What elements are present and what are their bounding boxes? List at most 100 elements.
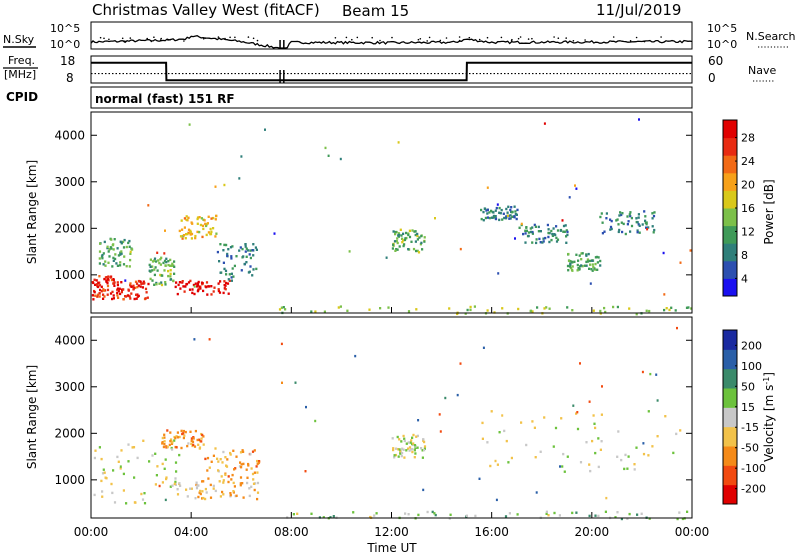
colorbar-swatch: [723, 260, 737, 279]
colorbar-tick-label: 28: [741, 132, 755, 145]
range-gate-cell: [190, 232, 194, 236]
range-gate-cell: [503, 429, 506, 433]
range-gate-cell: [146, 296, 149, 299]
range-gate-cell: [249, 256, 252, 260]
range-gate-cell: [403, 439, 406, 443]
range-gate-cell: [580, 252, 583, 255]
range-gate-cell: [93, 493, 96, 497]
range-gate-cell: [252, 478, 255, 481]
range-gate-cell: [175, 435, 178, 438]
range-gate-cell: [594, 514, 597, 517]
range-gate-cell: [600, 440, 603, 443]
range-gate-cell: [102, 289, 106, 292]
colorbar-swatch: [723, 278, 737, 297]
colorbar-swatch: [723, 137, 737, 156]
range-gate-cell: [459, 362, 462, 365]
range-gate-cell: [636, 513, 639, 516]
range-gate-cell: [195, 481, 198, 484]
range-gate-cell: [587, 252, 590, 256]
range-gate-cell: [228, 273, 231, 276]
range-gate-cell: [127, 460, 130, 463]
range-gate-cell: [125, 295, 128, 298]
range-gate-cell: [153, 273, 156, 277]
nsky-noise-point: [217, 36, 220, 38]
range-gate-cell: [314, 419, 317, 423]
x-tick-label: 00:00: [74, 525, 109, 539]
range-gate-cell: [626, 223, 629, 226]
range-gate-cell: [394, 453, 397, 457]
range-gate-cell: [400, 234, 403, 237]
range-gate-cell: [394, 249, 397, 252]
nsky-noise-point: [256, 39, 259, 42]
range-gate-cell: [474, 514, 477, 518]
range-gate-cell: [98, 292, 101, 295]
range-gate-cell: [245, 247, 248, 250]
range-gate-cell: [339, 305, 342, 308]
range-gate-cell: [196, 216, 200, 219]
range-gate-cell: [179, 235, 183, 238]
range-gate-cell: [656, 399, 659, 402]
range-gate-cell: [494, 459, 497, 463]
range-gate-cell: [635, 217, 638, 220]
range-gate-cell: [635, 313, 638, 316]
range-gate-cell: [242, 255, 245, 258]
range-gate-cell: [419, 243, 422, 246]
range-gate-cell: [407, 447, 410, 450]
range-gate-cell: [153, 283, 156, 286]
range-gate-cell: [565, 241, 568, 244]
range-gate-cell: [616, 455, 619, 458]
range-gate-cell: [147, 282, 150, 286]
range-gate-cell: [137, 284, 140, 287]
range-gate-cell: [480, 208, 483, 212]
range-gate-cell: [198, 216, 201, 219]
range-gate-cell: [618, 214, 621, 217]
range-gate-cell: [176, 493, 180, 496]
range-gate-cell: [409, 441, 412, 444]
range-gate-cell: [423, 236, 426, 239]
range-gate-cell: [174, 461, 178, 464]
range-gate-cell: [106, 288, 110, 292]
range-gate-cell: [178, 482, 181, 485]
range-gate-cell: [612, 305, 615, 309]
nsearch-label: N.Search: [746, 30, 796, 43]
range-gate-cell: [651, 212, 654, 215]
range-gate-cell: [569, 265, 572, 268]
nsky-right-tick-bottom: 10^0: [707, 38, 737, 51]
range-gate-cell: [251, 249, 254, 252]
range-gate-cell: [224, 269, 228, 273]
range-gate-cell: [172, 279, 175, 283]
freq-trace: [91, 61, 692, 82]
range-gate-cell: [486, 186, 489, 189]
range-gate-cell: [106, 245, 109, 248]
range-gate-cell: [415, 249, 418, 253]
range-gate-cell: [530, 230, 533, 234]
range-gate-cell: [310, 310, 313, 313]
y-tick-label: 3000: [54, 380, 85, 394]
range-gate-cell: [117, 254, 120, 257]
range-gate-cell: [195, 486, 199, 490]
range-gate-cell: [482, 346, 485, 349]
range-gate-cell: [401, 447, 404, 450]
range-gate-cell: [569, 266, 572, 270]
velocity-scatter: [93, 326, 689, 521]
range-gate-cell: [165, 477, 168, 481]
range-gate-cell: [149, 265, 152, 268]
nsky-noise-point: [511, 38, 513, 41]
nsky-noise-point: [379, 39, 381, 42]
nsky-noise-point: [439, 39, 442, 42]
colorbar-swatch: [723, 330, 737, 350]
colorbar-tick-label: -15: [741, 421, 759, 434]
range-gate-cell: [393, 240, 397, 243]
range-gate-cell: [495, 498, 498, 502]
range-gate-cell: [531, 420, 534, 423]
range-gate-cell: [676, 517, 679, 521]
nsky-noise-point: [204, 37, 207, 39]
range-gate-cell: [401, 451, 404, 455]
range-gate-cell: [595, 255, 599, 259]
range-gate-cell: [243, 262, 246, 266]
range-gate-cell: [222, 249, 225, 252]
range-gate-cell: [247, 271, 250, 274]
range-gate-cell: [201, 497, 204, 500]
range-gate-cell: [116, 283, 119, 287]
range-gate-cell: [414, 446, 417, 449]
